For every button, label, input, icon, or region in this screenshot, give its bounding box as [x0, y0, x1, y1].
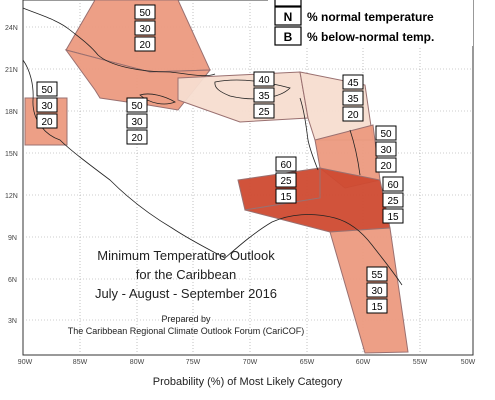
lon-label: 90W: [18, 359, 33, 366]
lon-label: 70W: [243, 359, 258, 366]
probability-boxes: 50 30 20 50 30 20 50 30 20 40 35 25 45 3…: [36, 4, 404, 314]
prob-value: 25: [258, 107, 270, 118]
prob-value: 20: [139, 40, 151, 51]
legend-box-below: [274, 26, 302, 46]
prob-box-abc-islands: 60 25 15: [275, 156, 297, 204]
prob-value: 40: [258, 75, 270, 86]
lat-label: 18N: [5, 109, 18, 116]
title-line: July - August - September 2016: [95, 286, 277, 301]
lat-label: 3N: [8, 318, 17, 325]
lon-label: 75W: [186, 359, 201, 366]
prob-value: 30: [139, 24, 151, 35]
prob-box-jamaica-cuba: 50 30 20: [126, 97, 148, 145]
prob-box-windwards: 50 30 20: [375, 125, 397, 173]
prob-value: 30: [380, 145, 392, 156]
prob-value: 25: [280, 176, 292, 187]
legend-text-normal: % normal temperature: [307, 10, 434, 24]
map-title: Minimum Temperature Outlook for the Cari…: [95, 248, 277, 301]
lon-label: 85W: [73, 359, 88, 366]
prob-value: 50: [380, 129, 392, 140]
lon-label: 60W: [356, 359, 371, 366]
outlook-map: 24N 21N 18N 15N 12N 9N 6N 3N 90W 85W 80W…: [5, 0, 476, 366]
prob-box-trinidad: 60 25 15: [382, 176, 404, 224]
latitude-labels: 24N 21N 18N 15N 12N 9N 6N 3N: [5, 25, 18, 325]
prob-value: 20: [131, 133, 143, 144]
map-caption: Probability (%) of Most Likely Category: [152, 376, 343, 388]
prob-value: 30: [131, 117, 143, 128]
prob-value: 50: [139, 8, 151, 19]
title-line: for the Caribbean: [136, 267, 236, 282]
prob-box-hispaniola: 40 35 25: [253, 71, 275, 119]
lat-label: 9N: [8, 235, 17, 242]
legend-text-below: % below-normal temp.: [307, 30, 434, 44]
lat-label: 21N: [5, 67, 18, 74]
lon-label: 55W: [413, 359, 428, 366]
legend-letter-below: B: [284, 30, 293, 44]
prob-value: 30: [371, 286, 383, 297]
credit-line: The Caribbean Regional Climate Outlook F…: [68, 326, 305, 336]
lat-label: 15N: [5, 151, 18, 158]
prob-value: 55: [371, 270, 383, 281]
lat-label: 12N: [5, 193, 18, 200]
prob-value: 20: [41, 117, 53, 128]
prob-value: 45: [347, 78, 359, 89]
prob-value: 50: [131, 101, 143, 112]
map-credit: Prepared by The Caribbean Regional Clima…: [68, 314, 305, 336]
prob-box-guianas: 55 30 15: [366, 266, 388, 314]
prob-box-belize: 50 30 20: [36, 81, 58, 129]
lon-label: 80W: [130, 359, 145, 366]
prob-value: 15: [371, 302, 383, 313]
prob-value: 35: [347, 94, 359, 105]
longitude-labels: 90W 85W 80W 75W 70W 65W 60W 55W 50W: [18, 359, 476, 366]
prob-value: 60: [387, 180, 399, 191]
prob-value: 15: [280, 192, 292, 203]
legend-letter-normal: N: [284, 10, 293, 24]
lon-label: 65W: [300, 359, 315, 366]
prob-value: 50: [41, 85, 53, 96]
prob-box-leewards: 45 35 20: [342, 74, 364, 122]
prob-value: 25: [387, 196, 399, 207]
prob-value: 30: [41, 101, 53, 112]
prob-value: 35: [258, 91, 270, 102]
legend-box-normal: [274, 6, 302, 26]
lat-label: 24N: [5, 25, 18, 32]
title-line: Minimum Temperature Outlook: [97, 248, 275, 263]
lat-label: 6N: [8, 277, 17, 284]
prob-value: 20: [347, 110, 359, 121]
prob-box-bahamas: 50 30 20: [134, 4, 156, 52]
legend: N % normal temperature B % below-normal …: [268, 0, 473, 46]
prob-value: 20: [380, 161, 392, 172]
lon-label: 50W: [461, 359, 476, 366]
credit-line: Prepared by: [161, 314, 211, 324]
prob-value: 60: [280, 160, 292, 171]
prob-value: 15: [387, 212, 399, 223]
